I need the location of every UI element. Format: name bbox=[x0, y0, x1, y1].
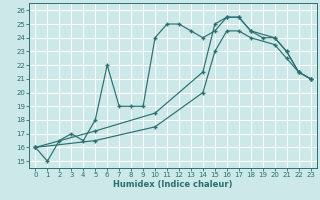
X-axis label: Humidex (Indice chaleur): Humidex (Indice chaleur) bbox=[113, 180, 233, 189]
